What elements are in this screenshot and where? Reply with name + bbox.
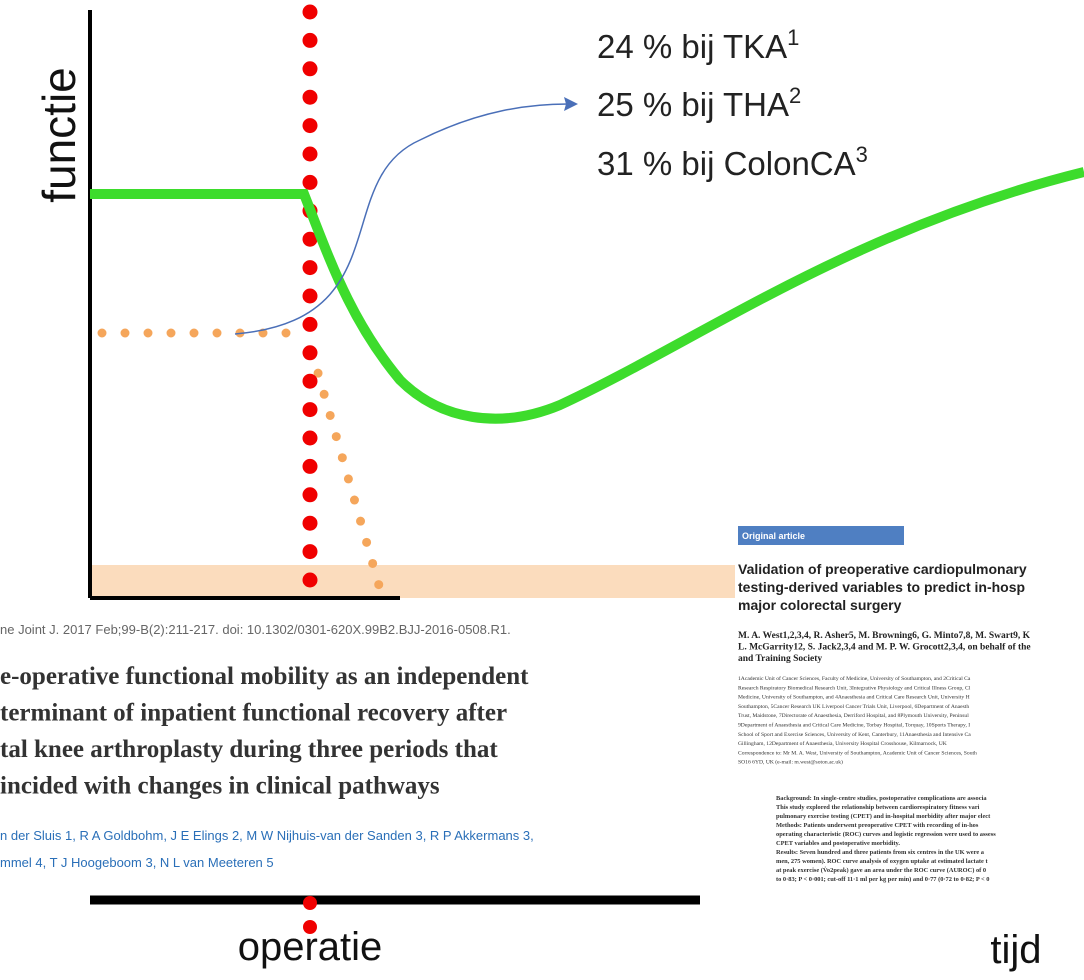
- citation: ne Joint J. 2017 Feb;99-B(2):211-217. do…: [0, 622, 511, 637]
- affiliation-line: Trust, Maidstone, 7Directorate of Anaest…: [738, 712, 969, 719]
- affiliation-line: SO16 6YD, UK (e-mail: m.west@soton.ac.uk…: [738, 759, 843, 766]
- title-line: incided with changes in clinical pathway…: [0, 773, 440, 800]
- abstract-line: This study explored the relationship bet…: [776, 804, 980, 811]
- abstract-line: men, 275 women). ROC curve analysis of o…: [776, 858, 988, 865]
- annotation: 25 % bij THA2: [597, 83, 801, 123]
- arrow: [235, 104, 568, 334]
- author-line: n der Sluis 1, R A Goldbohm, J E Elings …: [0, 828, 534, 843]
- abstract-line: Background: In single-centre studies, po…: [776, 795, 987, 802]
- slide: functie 24 % bij TKA1 25 % bij THA2 31 %…: [0, 0, 1084, 980]
- title-line: Validation of preoperative cardiopulmona…: [738, 561, 1027, 577]
- affiliation-line: Research Respiratory Biomedical Research…: [738, 685, 971, 691]
- abstract-line: CPET variables and postoperative morbidi…: [776, 840, 900, 847]
- affiliation-line: Correspondence to: Mr M. A. West, Univer…: [738, 749, 977, 756]
- x-axis-label: operatie: [238, 925, 383, 969]
- function-curve: [90, 172, 1084, 419]
- title-line: testing-derived variables to predict in-…: [738, 579, 1025, 595]
- title-line: terminant of inpatient functional recove…: [0, 700, 507, 727]
- orange-dotted-decline: [312, 352, 382, 596]
- paper-clipping-2: Original article Validation of preoperat…: [735, 522, 1084, 892]
- surgery-marker-dot: [303, 896, 317, 910]
- abstract-line: Results: Seven hundred and three patient…: [776, 849, 985, 856]
- abstract-line: operating characteristic (ROC) curves an…: [776, 831, 996, 838]
- annotation: 31 % bij ColonCA3: [597, 142, 868, 182]
- affiliation-line: Southampton, 5Cancer Research UK Liverpo…: [738, 703, 969, 710]
- y-axis-label: functie: [33, 67, 85, 203]
- affiliation-line: 1Academic Unit of Cancer Sciences, Facul…: [738, 675, 971, 682]
- affiliation-line: 9Department of Anaesthesia and Critical …: [738, 722, 970, 729]
- author-line: mmel 4, T J Hoogeboom 3, N L van Meetere…: [0, 855, 274, 870]
- affiliation-line: Medicine, University of Southampton, and…: [738, 694, 970, 701]
- author-line: L. McGarrity12, S. Jack2,3,4 and M. P. W…: [738, 643, 1031, 653]
- abstract-line: at peak exercise (V̇o2peak) gave an area…: [776, 867, 986, 874]
- annotation: 24 % bij TKA1: [597, 25, 799, 65]
- paper-clipping-1: ne Joint J. 2017 Feb;99-B(2):211-217. do…: [0, 604, 705, 894]
- x-axis-label: tijd: [990, 928, 1041, 972]
- arrow-head: [564, 97, 578, 111]
- title-line: e-operative functional mobility as an in…: [0, 663, 529, 690]
- abstract-line: to 0·83; P < 0·001; cut-off 11·1 ml per …: [776, 876, 990, 883]
- author-line: M. A. West1,2,3,4, R. Asher5, M. Brownin…: [738, 631, 1031, 641]
- title-line: tal knee arthroplasty during three perio…: [0, 736, 498, 763]
- abstract-line: Methods: Patients underwent preoperative…: [776, 822, 979, 829]
- title-line: major colorectal surgery: [738, 597, 902, 613]
- affiliation-line: School of Sport and Exercise Sciences, U…: [738, 731, 971, 738]
- abstract-line: pulmonary exercise testing (CPET) and in…: [776, 813, 991, 820]
- author-line: and Training Society: [738, 654, 822, 664]
- section: Original article: [742, 531, 805, 541]
- affiliation-line: Gillingham, 12Department of Anaesthesia,…: [738, 740, 947, 747]
